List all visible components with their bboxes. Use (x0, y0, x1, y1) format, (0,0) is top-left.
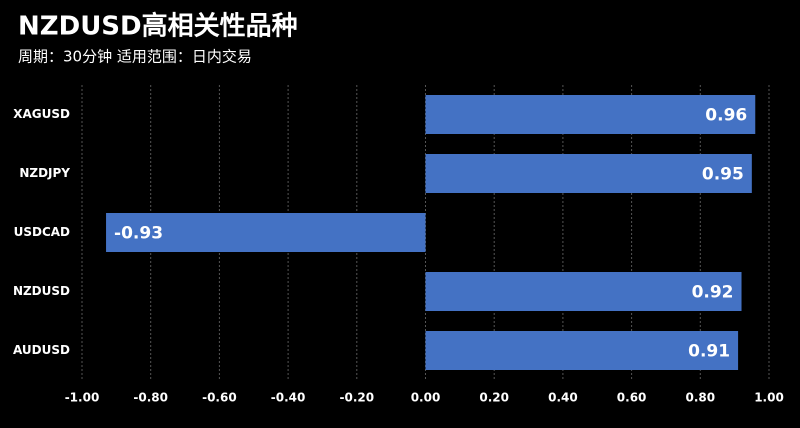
value-label: 0.91 (688, 342, 730, 362)
bar (425, 272, 742, 311)
y-tick-label: USDCAD (14, 225, 70, 239)
x-tick-label: 0.20 (479, 391, 509, 405)
x-tick-label: 1.00 (754, 391, 784, 405)
value-label: 0.96 (705, 106, 747, 126)
x-tick-label: 0.00 (411, 391, 441, 405)
x-tick-label: -0.80 (133, 391, 168, 405)
x-tick-label: -0.40 (271, 391, 306, 405)
chart-title: NZDUSD高相关性品种 (18, 11, 298, 42)
x-tick-label: -1.00 (65, 391, 100, 405)
x-tick-label: 0.40 (548, 391, 578, 405)
value-label: -0.93 (114, 224, 163, 244)
chart-subtitle: 周期：30分钟 适用范围：日内交易 (18, 48, 252, 66)
x-tick-label: -0.60 (202, 391, 237, 405)
y-tick-label: NZDUSD (13, 284, 70, 298)
value-label: 0.95 (702, 165, 744, 185)
y-tick-label: XAGUSD (13, 107, 70, 121)
value-label: 0.92 (692, 283, 734, 303)
x-tick-label: 0.80 (685, 391, 715, 405)
bar (425, 331, 739, 370)
bar (106, 213, 426, 252)
x-tick-label: -0.20 (340, 391, 375, 405)
y-tick-label: NZDJPY (19, 166, 70, 180)
bar (425, 154, 752, 193)
x-tick-label: 0.60 (617, 391, 647, 405)
bar (425, 95, 756, 134)
y-tick-label: AUDUSD (13, 343, 70, 357)
